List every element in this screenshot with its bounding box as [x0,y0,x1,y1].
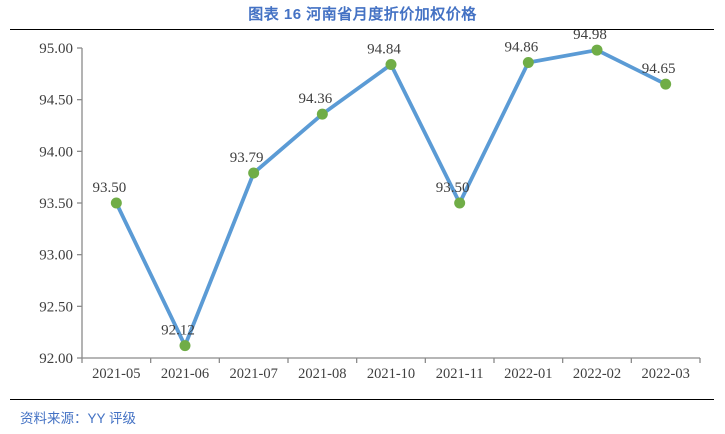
data-point-marker [522,56,534,68]
y-axis-tick-label: 92.00 [39,351,73,367]
x-axis-tick-label: 2021-08 [298,366,346,382]
data-point-marker [385,59,397,71]
y-axis-tick-label: 93.50 [39,196,73,212]
data-point-label: 94.65 [642,61,676,77]
data-point-marker [591,44,603,56]
x-axis-tick-label: 2021-05 [92,366,140,382]
x-axis-tick-label: 2021-10 [367,366,415,382]
data-point-marker [316,108,328,120]
chart-title: 图表 16 河南省月度折价加权价格 [248,6,477,23]
data-point-marker [179,340,191,352]
x-axis-tick-label: 2022-02 [573,366,621,382]
y-axis-tick-label: 95.00 [39,41,73,57]
data-point-marker [660,78,672,90]
data-point-label: 94.36 [298,91,332,107]
x-axis-tick-label: 2021-11 [436,366,484,382]
x-axis-tick-label: 2022-01 [504,366,552,382]
data-point-label: 93.50 [436,180,470,196]
price-line-chart: 92.00 92.50 93.00 93.50 94.00 94.50 95.00 2021-… [39,30,701,382]
data-point-marker [454,197,466,209]
y-axis-tick-label: 93.00 [39,248,73,264]
x-axis-tick-label: 2022-03 [641,366,689,382]
data-point-marker [248,167,260,179]
x-axis-tick-label: 2021-06 [161,366,209,382]
source-label: 资料来源：YY 评级 [20,411,137,426]
top-divider [10,29,714,30]
data-point-label: 93.79 [230,150,264,166]
y-axis-tick-label: 94.50 [39,93,73,109]
y-axis-tick-label: 94.00 [39,144,73,160]
data-point-label: 94.84 [367,42,401,58]
data-point-label: 94.98 [573,30,607,43]
series-line [114,48,668,348]
data-point-label: 94.86 [504,39,538,55]
x-axis-tick-label: 2021-07 [229,366,277,382]
data-point-label: 93.50 [92,180,126,196]
bottom-divider [10,399,714,400]
y-axis-tick-label: 92.50 [39,299,73,315]
data-point-marker [110,197,122,209]
data-point-label: 92.12 [161,323,195,339]
